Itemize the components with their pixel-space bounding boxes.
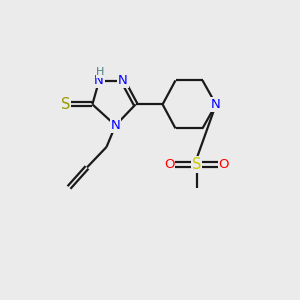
Text: S: S	[61, 97, 70, 112]
Text: O: O	[164, 158, 175, 171]
Text: H: H	[96, 67, 105, 77]
Text: N: N	[94, 74, 104, 88]
Text: S: S	[192, 157, 201, 172]
Text: O: O	[218, 158, 229, 171]
Text: N: N	[118, 74, 128, 88]
Text: N: N	[211, 98, 221, 111]
Text: N: N	[111, 119, 120, 132]
